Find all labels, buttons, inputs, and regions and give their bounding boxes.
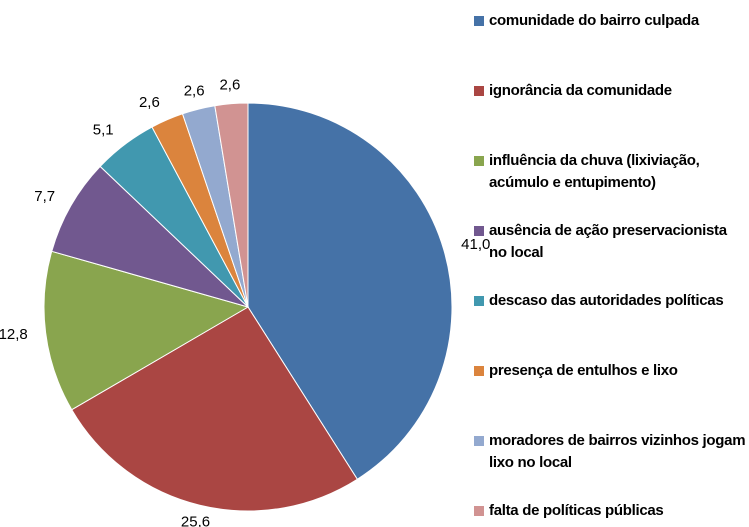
legend-label: presença de entulhos e lixo <box>489 362 678 379</box>
pie-slice <box>214 102 249 308</box>
data-label: 2,6 <box>139 94 160 111</box>
legend-swatch <box>474 156 484 166</box>
legend-swatch <box>474 366 484 376</box>
legend-item: influência da chuva (lixiviação, acúmulo… <box>472 150 747 194</box>
legend-swatch <box>474 226 484 236</box>
data-label: 41,0 <box>461 236 490 253</box>
pie-slice <box>51 165 249 308</box>
legend-label: descaso das autoridades políticas <box>489 292 724 309</box>
legend-label: influência da chuva (lixiviação, acúmulo… <box>489 152 700 191</box>
legend-label: falta de políticas públicas <box>489 502 664 519</box>
legend-label: moradores de bairros vizinhos jogam lixo… <box>489 432 746 471</box>
pie-slice <box>71 306 358 512</box>
data-label: 12,8 <box>0 326 28 343</box>
legend-swatch <box>474 296 484 306</box>
data-label: 2,6 <box>219 77 240 94</box>
legend-swatch <box>474 86 484 96</box>
legend-swatch <box>474 436 484 446</box>
data-label: 25,6 <box>181 514 210 527</box>
legend-swatch <box>474 506 484 516</box>
legend-item: moradores de bairros vizinhos jogam lixo… <box>472 430 747 474</box>
data-label: 7,7 <box>34 188 55 205</box>
legend-item: falta de políticas públicas <box>472 500 747 522</box>
legend-item: ignorância da comunidade <box>472 80 747 102</box>
pie-slice <box>43 250 250 411</box>
legend-label: comunidade do bairro culpada <box>489 12 699 29</box>
legend-label: ignorância da comunidade <box>489 82 672 99</box>
legend-item: presença de entulhos e lixo <box>472 360 747 382</box>
pie-slice <box>247 102 453 480</box>
data-label: 2,6 <box>184 83 205 100</box>
legend-item: ausência de ação preservacionista no loc… <box>472 220 747 264</box>
legend-label: ausência de ação preservacionista no loc… <box>489 222 727 261</box>
data-label: 5,1 <box>93 121 114 138</box>
legend-item: descaso das autoridades políticas <box>472 290 747 312</box>
legend-item: comunidade do bairro culpada <box>472 10 747 32</box>
legend-swatch <box>474 16 484 26</box>
